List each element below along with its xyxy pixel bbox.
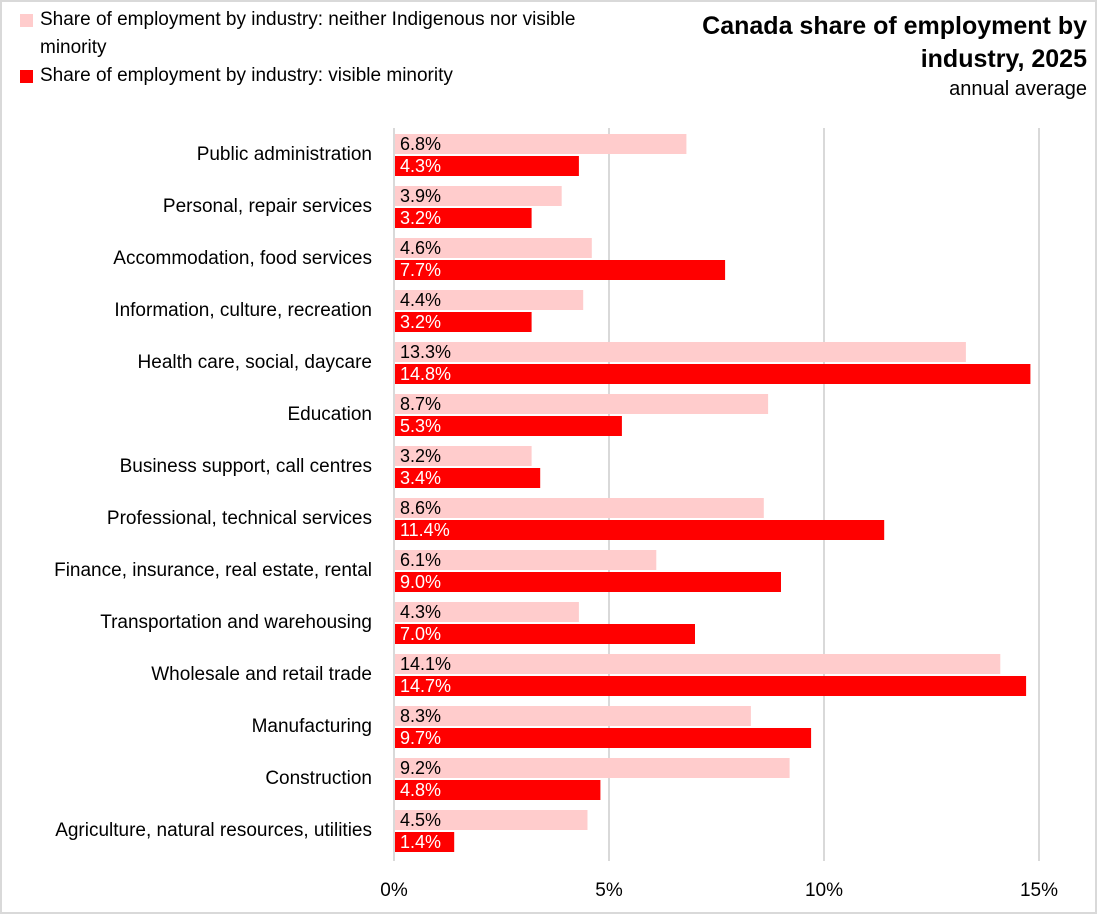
category-label: Wholesale and retail trade [151,664,372,685]
data-label: 9.7% [400,728,441,748]
bar-neither [395,706,751,726]
data-label: 7.0% [400,624,441,644]
bar-visible-minority [395,520,885,540]
data-label: 14.1% [400,654,451,674]
data-label: 14.7% [400,676,451,696]
legend-item-neither: Share of employment by industry: neither… [20,6,580,62]
bar-visible-minority [395,780,601,800]
bar-neither [395,654,1001,674]
x-tick-label: 5% [595,880,623,901]
category-label: Education [287,404,372,425]
bar-neither [395,498,764,518]
gridlines [393,128,1040,861]
data-label: 6.1% [400,550,441,570]
bar-visible-minority [395,416,622,436]
data-label: 4.8% [400,780,441,800]
data-label: 3.2% [400,446,441,466]
category-label: Construction [265,768,372,789]
data-label: 3.4% [400,468,441,488]
bar-visible-minority [395,572,781,592]
bar-visible-minority [395,728,812,748]
data-label: 8.7% [400,394,441,414]
category-label: Accommodation, food services [113,248,372,269]
data-label: 4.3% [400,156,441,176]
bar-neither [395,238,592,258]
bars [395,134,1031,852]
bar-neither [395,602,579,622]
title-block: Canada share of employment by industry, … [667,10,1087,102]
category-label: Finance, insurance, real estate, rental [54,560,372,581]
bar-visible-minority [395,468,541,488]
bar-neither [395,290,584,310]
bar-visible-minority [395,260,726,280]
chart-subtitle: annual average [949,78,1087,100]
data-label: 3.2% [400,312,441,332]
chart-title-text: Canada share of employment by industry, … [702,12,1087,73]
chart-title: Canada share of employment by industry, … [667,10,1087,76]
bar-neither [395,186,562,206]
category-label: Health care, social, daycare [138,352,372,373]
x-axis-tick-labels: 0% 5% 10% 15% [380,880,1058,901]
legend-label-neither: Share of employment by industry: neither… [40,9,576,58]
category-label: Information, culture, recreation [114,300,372,321]
bar-neither [395,134,687,154]
data-label: 4.3% [400,602,441,622]
data-label: 5.3% [400,416,441,436]
legend-item-visible-minority: Share of employment by industry: visible… [20,62,580,90]
category-label: Agriculture, natural resources, utilitie… [55,820,372,841]
bar-neither [395,394,769,414]
category-label: Transportation and warehousing [100,612,372,633]
data-label: 11.4% [400,520,450,540]
data-label: 8.6% [400,498,441,518]
category-label: Professional, technical services [107,508,372,529]
data-label: 4.6% [400,238,441,258]
category-label: Business support, call centres [120,456,372,477]
category-label: Public administration [197,144,372,165]
bar-neither [395,550,657,570]
data-label: 1.4% [400,832,441,852]
category-labels: Public administration Personal, repair se… [54,144,372,841]
bar-neither [395,810,588,830]
bar-visible-minority [395,676,1027,696]
bar-visible-minority [395,156,579,176]
data-label: 9.2% [400,758,441,778]
legend: Share of employment by industry: neither… [20,6,580,90]
data-label: 8.3% [400,706,441,726]
bar-neither [395,758,790,778]
legend-swatch-neither [20,14,33,27]
value-labels: 6.8%4.3%3.9%3.2%4.6%7.7%4.4%3.2%13.3%14.… [400,134,451,852]
data-label: 7.7% [400,260,441,280]
data-label: 4.4% [400,290,441,310]
bar-visible-minority [395,364,1031,384]
x-tick-label: 10% [805,880,843,901]
bar-neither [395,446,532,466]
bar-visible-minority [395,832,455,852]
bar-neither [395,342,966,362]
data-label: 6.8% [400,134,441,154]
legend-label-visible-minority: Share of employment by industry: visible… [40,65,453,86]
x-tick-label: 15% [1020,880,1058,901]
x-tick-label: 0% [380,880,408,901]
category-label: Manufacturing [252,716,372,737]
data-label: 14.8% [400,364,451,384]
bar-visible-minority [395,312,532,332]
category-label: Personal, repair services [163,196,372,217]
bar-visible-minority [395,208,532,228]
bar-visible-minority [395,624,695,644]
data-label: 3.2% [400,208,441,228]
data-label: 9.0% [400,572,441,592]
data-label: 3.9% [400,186,441,206]
data-label: 4.5% [400,810,441,830]
data-label: 13.3% [400,342,451,362]
legend-swatch-visible-minority [20,70,33,83]
